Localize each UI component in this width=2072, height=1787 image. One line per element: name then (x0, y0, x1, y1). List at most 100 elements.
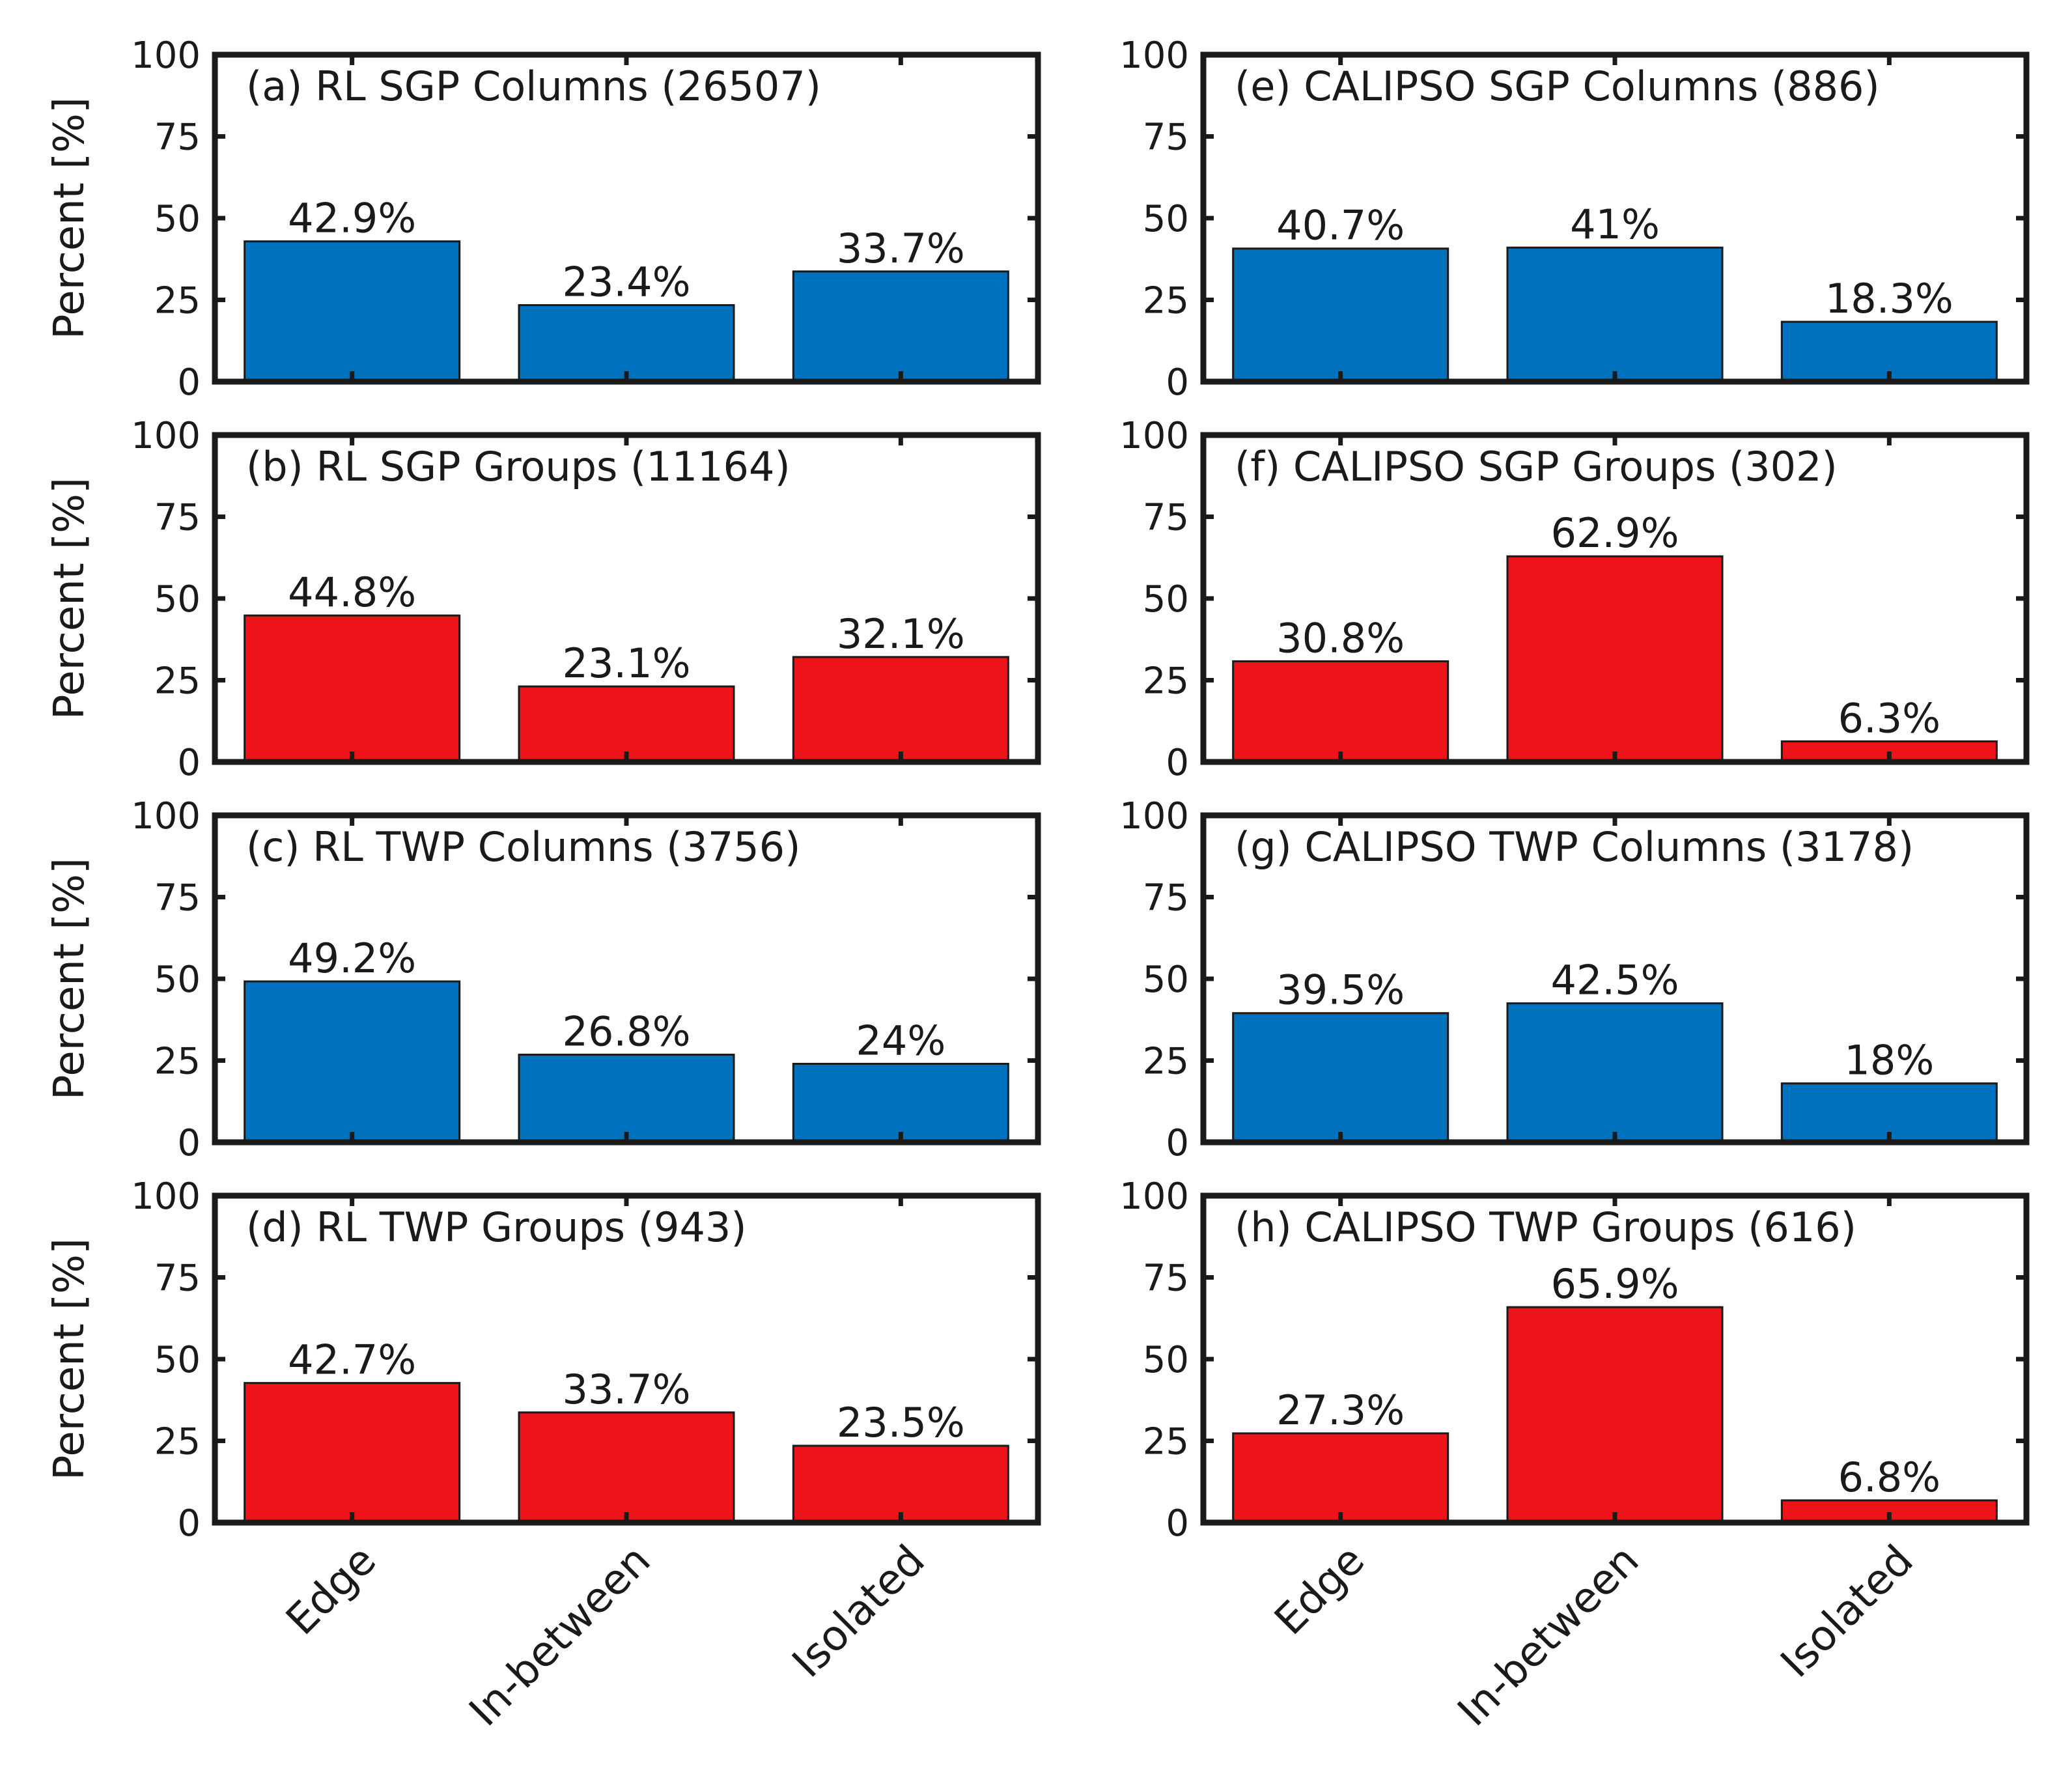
chart-panels: 42.9% 23.4% 33.7% 0 25 50 75 100 (a) RL SGP Colu… (46, 35, 2030, 1736)
bar-value-label-a-1: 42.9% (288, 195, 416, 242)
bar-e-in-between (1506, 246, 1724, 383)
panel-title-d: (d) RL TWP Groups (943) (246, 1203, 747, 1251)
y-tick-label: 75 (154, 1258, 201, 1300)
panel-g: 39.5% 42.5% 18% 0 25 50 75 100 (g) CALIPSO TWP C… (1119, 795, 2030, 1164)
x-category-label-isolated: Isolated (1772, 1536, 1923, 1687)
y-tick-label: 0 (177, 1502, 201, 1545)
y-tick-label: 25 (1143, 1421, 1189, 1463)
x-category-label-in-between: In-between (1449, 1536, 1648, 1736)
x-category-label-edge: Edge (277, 1536, 385, 1644)
y-tick-label: 75 (1143, 117, 1189, 159)
y-tick-label: 100 (1119, 795, 1189, 837)
y-axis-label-a: Percent [%] (46, 97, 94, 339)
panel-title-h: (h) CALIPSO TWP Groups (616) (1235, 1203, 1856, 1251)
bar-value-label-d-2: 33.7% (563, 1366, 691, 1413)
bar-value-label-c-2: 26.8% (563, 1007, 691, 1055)
y-tick-label: 25 (154, 660, 201, 703)
bar-value-label-g-3: 18% (1844, 1037, 1934, 1084)
bar-value-label-h-2: 65.9% (1551, 1260, 1679, 1308)
y-tick-label: 0 (1166, 1502, 1189, 1545)
bar-value-label-b-2: 23.1% (563, 640, 691, 687)
bar-value-label-a-2: 23.4% (563, 259, 691, 306)
y-tick-label: 50 (154, 578, 201, 621)
y-tick-label: 25 (1143, 660, 1189, 703)
y-tick-label: 50 (1143, 578, 1189, 621)
bar-d-in-between (518, 1411, 735, 1524)
bar-h-edge (1232, 1432, 1449, 1524)
bar-value-label-b-3: 32.1% (837, 610, 965, 658)
bar-value-label-h-3: 6.8% (1838, 1454, 1941, 1501)
y-tick-label: 25 (154, 280, 201, 322)
panel-d: 42.7% 33.7% 23.5% 0 25 50 75 100 (d) RL TWP Grou… (46, 1175, 1041, 1736)
bar-value-label-f-1: 30.8% (1276, 614, 1405, 662)
bar-g-in-between (1506, 1002, 1724, 1144)
panel-f: 30.8% 62.9% 6.3% 0 25 50 75 100 (f) CALIPSO SGP … (1119, 415, 2030, 784)
bar-d-isolated (792, 1444, 1009, 1524)
bar-d-edge (244, 1382, 461, 1524)
y-tick-label: 75 (1143, 1258, 1189, 1300)
bar-value-label-b-1: 44.8% (288, 569, 416, 616)
y-tick-label: 100 (131, 795, 201, 837)
y-axis-label-c: Percent [%] (46, 858, 94, 1100)
bar-value-label-e-3: 18.3% (1825, 275, 1953, 322)
bar-e-edge (1232, 247, 1449, 383)
bar-b-isolated (792, 656, 1009, 763)
bar-h-in-between (1506, 1306, 1724, 1524)
bar-b-in-between (518, 685, 735, 763)
y-tick-label: 0 (1166, 361, 1189, 404)
y-tick-label: 100 (1119, 35, 1189, 77)
y-tick-label: 50 (154, 959, 201, 1001)
x-category-label-isolated: Isolated (783, 1536, 934, 1687)
bar-value-label-f-3: 6.3% (1838, 694, 1941, 742)
bar-a-in-between (518, 304, 735, 383)
bar-value-label-g-2: 42.5% (1551, 957, 1679, 1004)
y-tick-label: 50 (154, 198, 201, 240)
panel-title-b: (b) RL SGP Groups (11164) (246, 443, 791, 490)
bar-value-label-g-1: 39.5% (1276, 966, 1405, 1014)
bar-f-in-between (1506, 555, 1724, 763)
bar-value-label-c-3: 24% (856, 1017, 945, 1065)
y-tick-label: 100 (131, 35, 201, 77)
y-tick-label: 50 (154, 1339, 201, 1381)
bar-value-label-d-3: 23.5% (837, 1399, 965, 1446)
y-tick-label: 75 (154, 117, 201, 159)
bar-g-edge (1232, 1012, 1449, 1144)
bar-a-edge (244, 240, 461, 383)
y-tick-label: 25 (1143, 1041, 1189, 1083)
panel-a: 42.9% 23.4% 33.7% 0 25 50 75 100 (a) RL SGP Colu… (46, 35, 1041, 404)
y-tick-label: 0 (177, 361, 201, 404)
panel-h: 27.3% 65.9% 6.8% 0 25 50 75 100 (h) CALIPSO TWP … (1119, 1175, 2030, 1736)
bar-value-label-e-1: 40.7% (1276, 202, 1405, 249)
y-tick-label: 100 (1119, 1175, 1189, 1218)
x-category-label-edge: Edge (1266, 1536, 1374, 1644)
bar-value-label-c-1: 49.2% (288, 935, 416, 982)
bar-c-isolated (792, 1063, 1009, 1144)
y-tick-label: 0 (1166, 742, 1189, 784)
y-tick-label: 0 (177, 742, 201, 784)
y-axis-label-d: Percent [%] (46, 1238, 94, 1480)
bar-a-isolated (792, 270, 1009, 383)
panel-title-e: (e) CALIPSO SGP Columns (886) (1235, 63, 1880, 110)
y-tick-label: 50 (1143, 198, 1189, 240)
bar-b-edge (244, 614, 461, 763)
panel-b: 44.8% 23.1% 32.1% 0 25 50 75 100 (b) RL SGP Grou… (46, 415, 1041, 784)
bar-value-label-e-2: 41% (1570, 201, 1660, 248)
y-tick-label: 75 (1143, 497, 1189, 539)
panel-title-a: (a) RL SGP Columns (26507) (246, 63, 821, 110)
bar-value-label-a-3: 33.7% (837, 225, 965, 272)
y-tick-label: 0 (1166, 1122, 1189, 1164)
panel-title-c: (c) RL TWP Columns (3756) (246, 823, 800, 871)
y-tick-label: 75 (154, 877, 201, 920)
panel-c: 49.2% 26.8% 24% 0 25 50 75 100 (c) RL TWP Column… (46, 795, 1041, 1164)
panel-title-g: (g) CALIPSO TWP Columns (3178) (1235, 823, 1914, 871)
bar-c-edge (244, 980, 461, 1144)
y-tick-label: 25 (154, 1041, 201, 1083)
y-tick-label: 75 (154, 497, 201, 539)
bar-value-label-d-1: 42.7% (288, 1336, 416, 1384)
y-tick-label: 100 (131, 415, 201, 457)
bar-value-label-h-1: 27.3% (1276, 1386, 1405, 1434)
panel-e: 40.7% 41% 18.3% 0 25 50 75 100 (e) CALIPSO SGP C… (1119, 35, 2030, 404)
y-tick-label: 25 (154, 1421, 201, 1463)
bar-c-in-between (518, 1053, 735, 1144)
bar-f-edge (1232, 660, 1449, 763)
